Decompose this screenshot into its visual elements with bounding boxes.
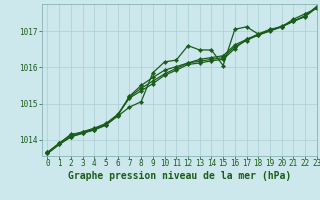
X-axis label: Graphe pression niveau de la mer (hPa): Graphe pression niveau de la mer (hPa) xyxy=(68,171,291,181)
